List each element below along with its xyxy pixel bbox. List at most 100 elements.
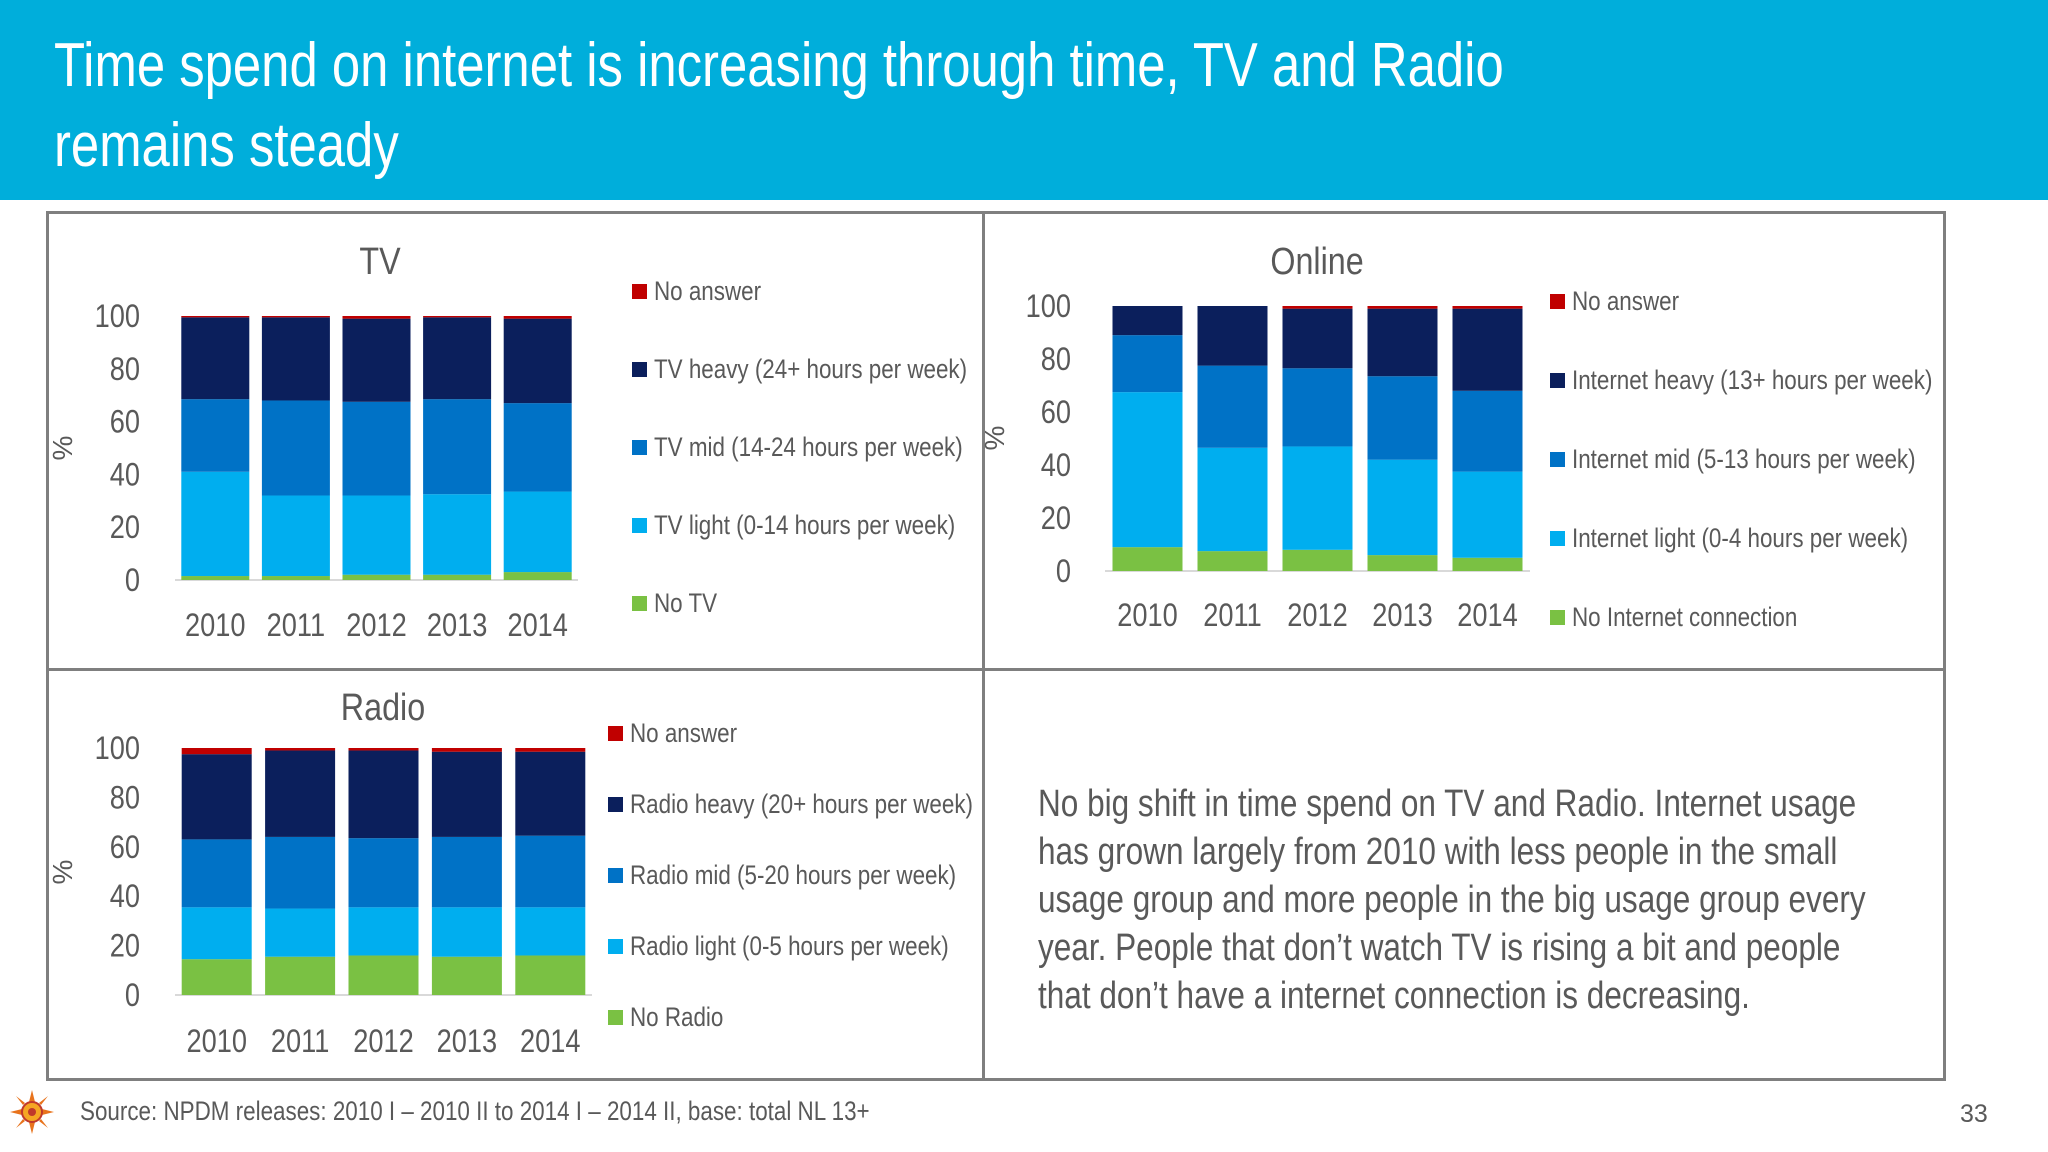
bar-segment [503,491,572,573]
bar-segment [265,908,336,957]
y-tick-label: 0 [1056,554,1071,590]
bar-segment [1452,471,1523,558]
legend-label: No TV [654,589,717,618]
legend-label: Internet mid (5-13 hours per week) [1572,445,1916,474]
x-tick-label: 2011 [1203,598,1261,634]
bar-segment [423,399,492,495]
bar-segment [181,576,250,580]
bar-segment [1197,365,1268,448]
bar-segment [423,494,492,575]
bar-segment [265,750,336,837]
bar-segment [181,471,250,577]
frame-vertical-divider [982,211,985,1081]
bar-segment [431,751,502,837]
bar-segment [348,748,419,751]
bar-segment [261,316,330,318]
bar-segment [1197,551,1268,571]
bar-segment [1112,306,1183,336]
legend-label: TV heavy (24+ hours per week) [654,355,967,384]
legend-label: No Internet connection [1572,603,1797,632]
legend-swatch [608,939,623,954]
bar-segment [1367,308,1438,377]
bar-segment [1367,459,1438,556]
bar-segment [1282,446,1353,550]
bar-segment [431,836,502,908]
bar-segment [261,576,330,580]
y-tick-label: 40 [1041,448,1071,484]
x-tick-label: 2012 [353,1024,413,1060]
bar-segment [515,907,586,956]
bar-segment [342,401,411,496]
x-tick-label: 2010 [186,1024,246,1060]
bar-segment [1282,368,1353,447]
bar-segment [1452,557,1523,571]
bar-segment [342,574,411,580]
legend-label: Radio light (0-5 hours per week) [630,932,949,961]
charts-frame [46,211,1946,1081]
summary-line: year. People that don’t watch TV is risi… [1038,927,1841,969]
bar-segment [1367,555,1438,571]
x-tick-label: 2014 [520,1024,580,1060]
bar-segment [181,907,252,960]
bar-segment [1197,447,1268,552]
y-tick-label: 80 [110,352,140,388]
y-tick-label: 40 [110,457,140,493]
chart-title: Online [1270,241,1363,283]
bar-segment [348,750,419,839]
slide-title: Time spend on internet is increasing thr… [54,26,1504,186]
bar-segment [1112,335,1183,393]
legend-label: No answer [654,277,761,306]
summary-line: has grown largely from 2010 with less pe… [1038,831,1838,873]
bar-segment [423,574,492,580]
bar-segment [265,748,336,751]
bar-segment [431,907,502,957]
bar-segment [503,403,572,492]
bar-segment [515,835,586,908]
x-tick-label: 2013 [437,1024,497,1060]
y-tick-label: 20 [110,929,140,965]
bar-segment [1112,392,1183,548]
bar-segment [1452,308,1523,391]
legend-swatch [1550,531,1565,546]
bar-segment [342,495,411,575]
bar-segment [1282,308,1353,369]
y-tick-label: 60 [1041,395,1071,431]
bar-segment [261,495,330,577]
x-tick-label: 2012 [346,608,406,644]
legend-swatch [632,596,647,611]
bar-segment [181,317,250,400]
legend-swatch [608,1010,623,1025]
y-tick-label: 80 [110,780,140,816]
bar-segment [181,754,252,840]
legend-swatch [608,726,623,741]
y-tick-label: 100 [95,299,140,335]
y-tick-label: 20 [110,510,140,546]
bar-segment [348,955,419,995]
legend-swatch [608,868,623,883]
x-tick-label: 2014 [507,608,567,644]
y-tick-label: 60 [110,405,140,441]
x-tick-label: 2013 [1372,598,1432,634]
bar-segment [265,956,336,995]
y-axis-label: % [979,426,1010,451]
bar-segment [423,317,492,400]
x-tick-label: 2013 [427,608,487,644]
legend-label: No Radio [630,1003,723,1032]
legend-label: Radio mid (5-20 hours per week) [630,861,956,890]
bar-segment [181,959,252,995]
source-note: Source: NPDM releases: 2010 I – 2010 II … [80,1096,870,1126]
legend-swatch [632,284,647,299]
bar-segment [431,956,502,995]
legend-label: No answer [1572,287,1679,316]
bar-segment [348,838,419,908]
legend-label: TV light (0-14 hours per week) [654,511,955,540]
bar-segment [1282,306,1353,309]
summary-text: No big shift in time spend on TV and Rad… [1038,780,1868,1020]
bar-segment [1112,547,1183,571]
y-axis-label: % [47,436,78,461]
bar-segment [1197,306,1268,366]
legend-label: No answer [630,719,737,748]
legend-swatch [1550,373,1565,388]
